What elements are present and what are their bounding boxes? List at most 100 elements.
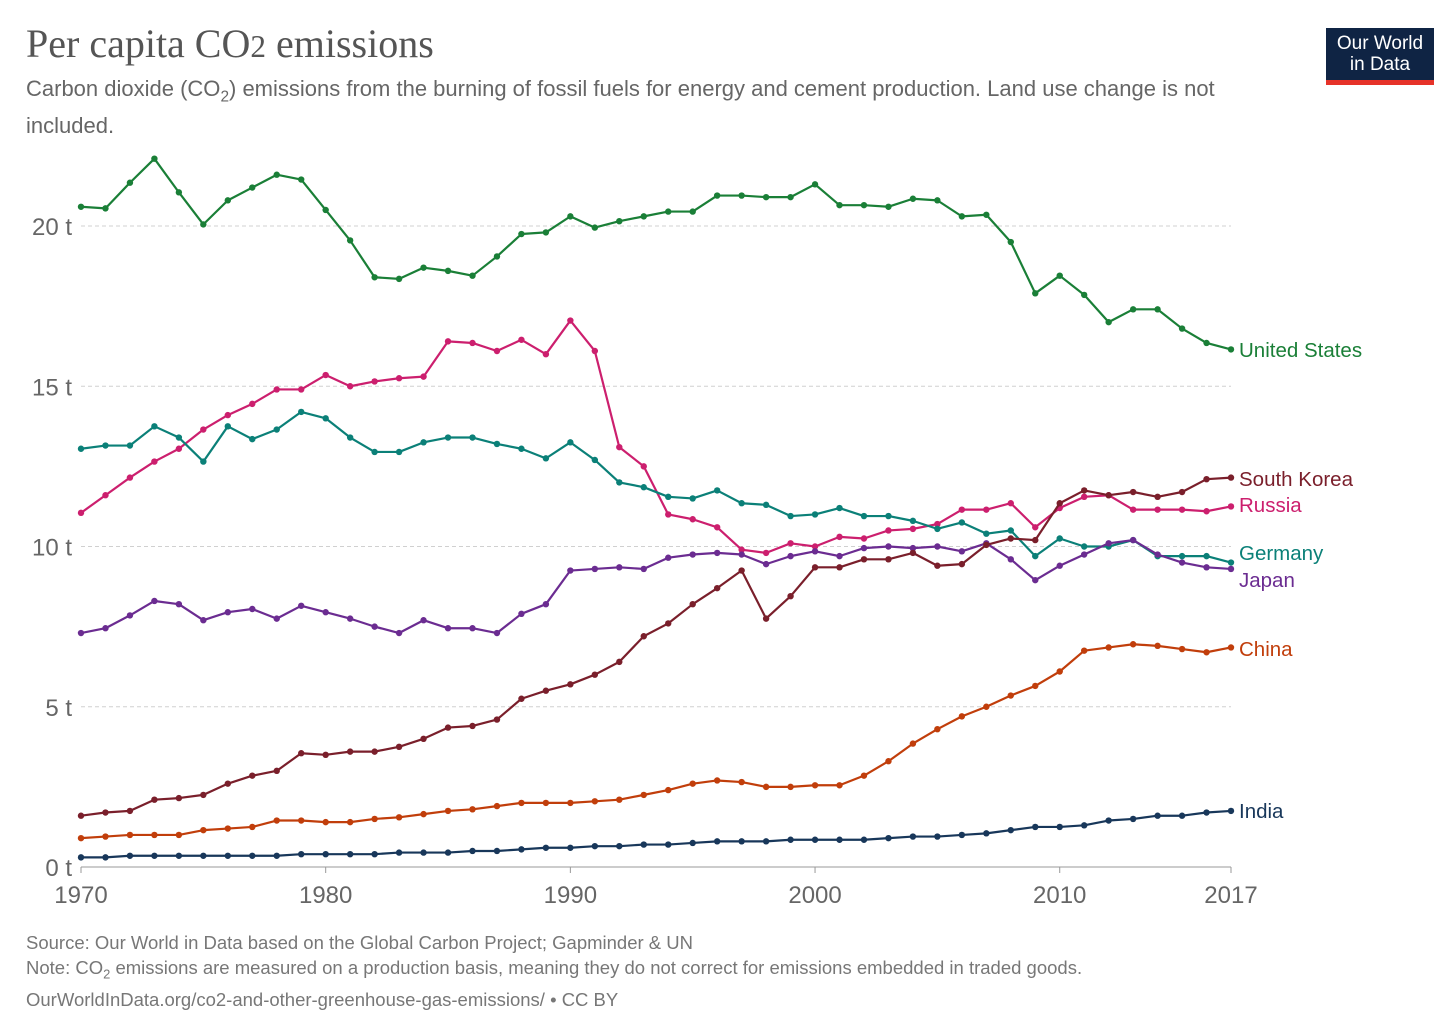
- data-point[interactable]: [493, 716, 501, 723]
- data-point[interactable]: [689, 551, 696, 558]
- data-point[interactable]: [469, 339, 476, 347]
- data-point[interactable]: [1056, 562, 1063, 569]
- data-point[interactable]: [958, 506, 966, 513]
- series-line-germany[interactable]: [80, 410, 1232, 564]
- data-point[interactable]: [1032, 524, 1039, 531]
- data-point[interactable]: [200, 826, 207, 834]
- data-point[interactable]: [1056, 500, 1063, 507]
- data-point[interactable]: [909, 195, 917, 202]
- data-point[interactable]: [1203, 564, 1210, 571]
- series-label[interactable]: Germany: [1239, 542, 1324, 565]
- data-point[interactable]: [787, 552, 794, 560]
- data-point[interactable]: [934, 725, 941, 733]
- data-point[interactable]: [1227, 346, 1235, 353]
- data-point[interactable]: [1056, 272, 1063, 279]
- data-point[interactable]: [689, 600, 696, 608]
- data-point[interactable]: [249, 435, 256, 443]
- data-point[interactable]: [420, 735, 427, 742]
- data-point[interactable]: [249, 184, 256, 191]
- data-point[interactable]: [836, 836, 843, 843]
- data-point[interactable]: [1129, 815, 1137, 823]
- data-point[interactable]: [665, 841, 672, 848]
- data-point[interactable]: [958, 213, 966, 220]
- data-point[interactable]: [175, 434, 183, 441]
- data-point[interactable]: [420, 810, 427, 818]
- data-point[interactable]: [713, 487, 721, 494]
- data-point[interactable]: [346, 434, 354, 441]
- data-point[interactable]: [1178, 506, 1186, 513]
- data-point[interactable]: [518, 336, 525, 343]
- data-point[interactable]: [371, 274, 378, 281]
- data-point[interactable]: [77, 854, 85, 861]
- data-point[interactable]: [885, 834, 892, 842]
- data-point[interactable]: [591, 842, 599, 850]
- data-point[interactable]: [371, 850, 378, 858]
- data-point[interactable]: [1203, 475, 1210, 483]
- data-point[interactable]: [1007, 238, 1014, 246]
- data-point[interactable]: [1178, 645, 1186, 653]
- data-point[interactable]: [395, 743, 403, 751]
- data-point[interactable]: [1105, 492, 1112, 499]
- data-point[interactable]: [616, 479, 623, 486]
- data-point[interactable]: [616, 217, 623, 225]
- data-point[interactable]: [1032, 682, 1039, 690]
- data-point[interactable]: [713, 838, 721, 845]
- data-point[interactable]: [1178, 325, 1186, 332]
- data-point[interactable]: [200, 426, 207, 433]
- data-point[interactable]: [665, 620, 672, 627]
- data-point[interactable]: [983, 703, 990, 710]
- data-point[interactable]: [518, 230, 525, 238]
- data-point[interactable]: [273, 852, 280, 859]
- data-point[interactable]: [983, 541, 990, 549]
- data-point[interactable]: [151, 155, 158, 162]
- data-point[interactable]: [1032, 576, 1039, 584]
- data-point[interactable]: [909, 740, 917, 747]
- data-point[interactable]: [762, 838, 770, 845]
- data-point[interactable]: [322, 609, 329, 616]
- data-point[interactable]: [493, 347, 501, 355]
- data-point[interactable]: [395, 275, 403, 283]
- data-point[interactable]: [444, 267, 452, 275]
- data-point[interactable]: [762, 193, 770, 201]
- series-line-china[interactable]: [80, 643, 1232, 840]
- data-point[interactable]: [249, 605, 256, 613]
- data-point[interactable]: [102, 205, 109, 212]
- data-point[interactable]: [811, 564, 819, 571]
- data-point[interactable]: [1105, 540, 1112, 547]
- data-point[interactable]: [126, 852, 134, 859]
- data-point[interactable]: [518, 846, 525, 853]
- data-point[interactable]: [542, 351, 550, 358]
- data-point[interactable]: [616, 443, 623, 451]
- data-point[interactable]: [885, 527, 892, 534]
- data-point[interactable]: [934, 525, 941, 533]
- data-point[interactable]: [738, 567, 745, 574]
- data-point[interactable]: [444, 807, 452, 815]
- data-point[interactable]: [175, 445, 183, 452]
- data-point[interactable]: [151, 423, 158, 430]
- data-point[interactable]: [395, 375, 403, 382]
- data-point[interactable]: [787, 836, 794, 843]
- data-point[interactable]: [640, 484, 647, 491]
- data-point[interactable]: [836, 533, 843, 541]
- data-point[interactable]: [836, 564, 843, 571]
- data-point[interactable]: [493, 440, 501, 448]
- data-point[interactable]: [249, 823, 256, 831]
- data-point[interactable]: [762, 549, 770, 557]
- data-point[interactable]: [77, 203, 85, 210]
- data-point[interactable]: [273, 386, 280, 393]
- data-point[interactable]: [126, 612, 134, 619]
- data-point[interactable]: [1080, 487, 1088, 494]
- data-point[interactable]: [616, 842, 623, 850]
- series-line-japan[interactable]: [80, 538, 1232, 635]
- data-point[interactable]: [713, 549, 721, 557]
- data-point[interactable]: [273, 767, 280, 775]
- data-point[interactable]: [860, 836, 868, 843]
- data-point[interactable]: [77, 509, 85, 517]
- data-point[interactable]: [591, 671, 599, 678]
- data-point[interactable]: [200, 791, 207, 799]
- data-point[interactable]: [1154, 506, 1161, 513]
- data-point[interactable]: [371, 815, 378, 823]
- data-point[interactable]: [1007, 500, 1014, 507]
- data-point[interactable]: [1227, 644, 1235, 651]
- data-point[interactable]: [395, 448, 403, 456]
